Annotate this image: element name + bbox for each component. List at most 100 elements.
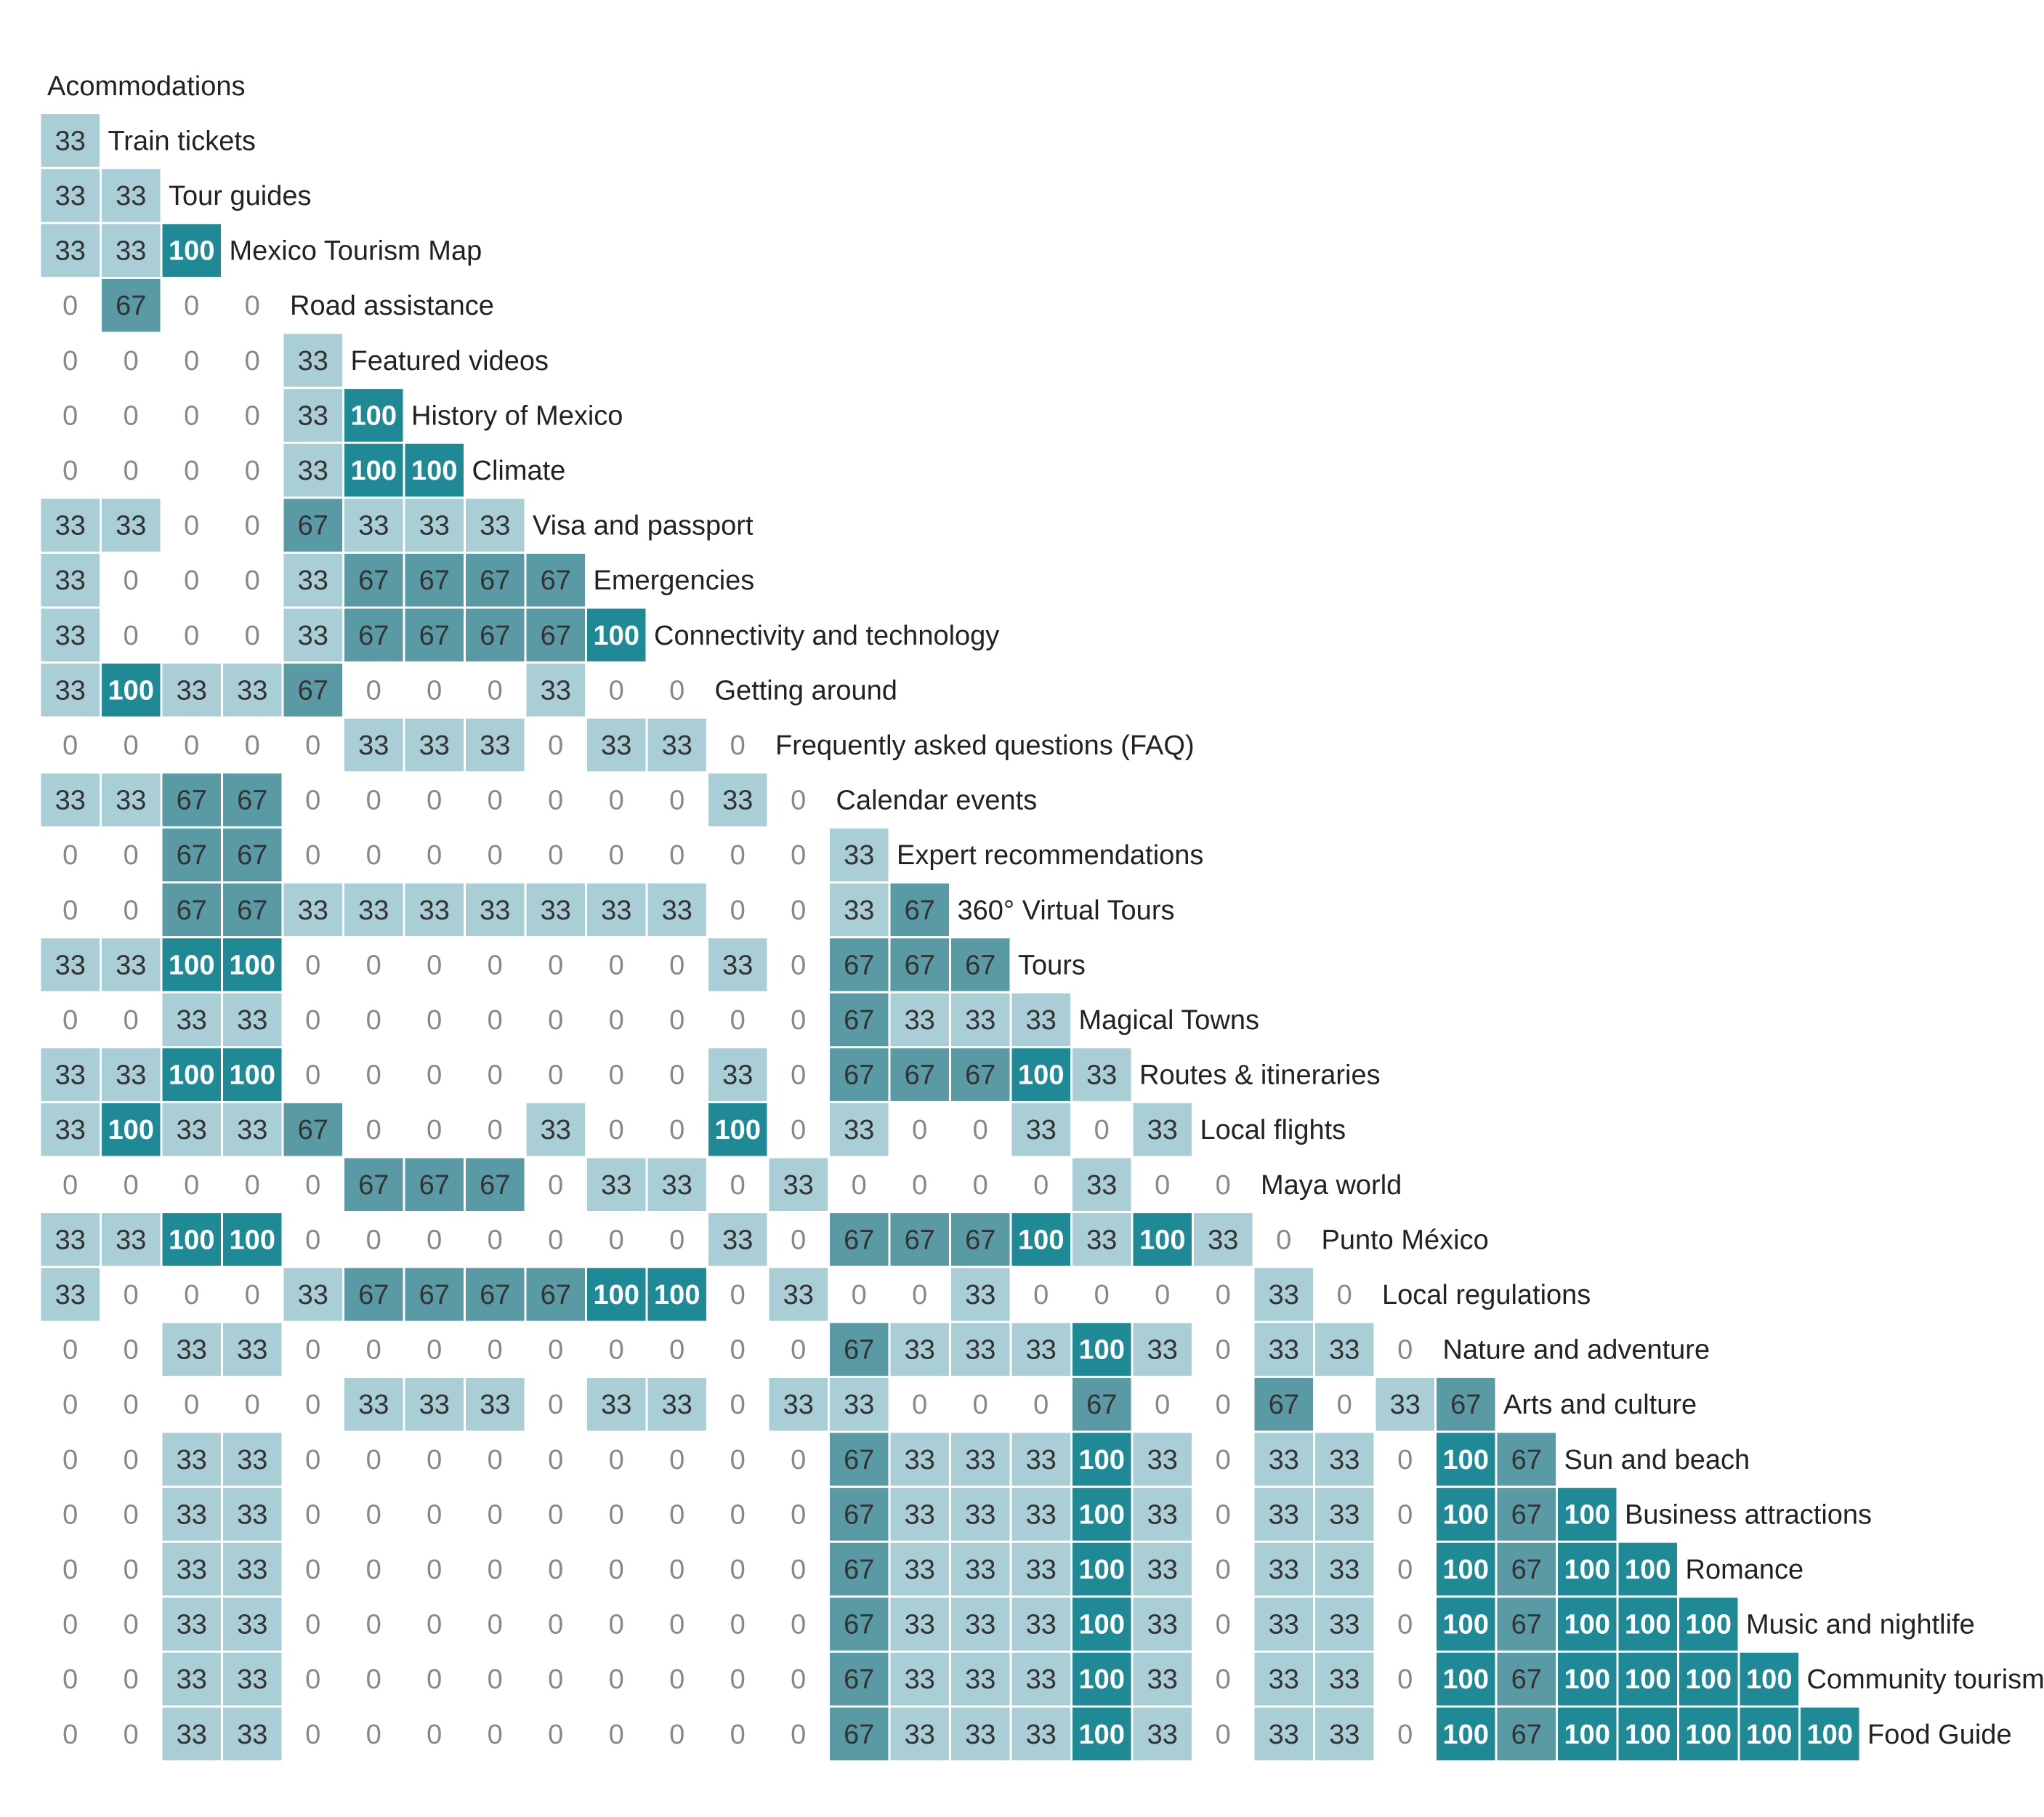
heatmap-cell-value: 0 [62, 1499, 78, 1530]
heatmap-cell-value: 67 [844, 1060, 874, 1091]
heatmap-cell [405, 1213, 464, 1266]
heatmap-cell-value: 0 [609, 1225, 624, 1255]
heatmap-cell [466, 1542, 525, 1596]
heatmap-cell-value: 33 [237, 675, 267, 706]
heatmap-cell [344, 718, 403, 772]
heatmap-cell [102, 938, 161, 991]
heatmap-cell-value: 0 [488, 1060, 503, 1091]
heatmap-cell [405, 664, 464, 717]
heatmap-cell-value: 0 [1276, 1225, 1291, 1255]
heatmap-cell [41, 334, 100, 387]
heatmap-cell-value: 33 [55, 565, 86, 596]
heatmap-cell [162, 608, 221, 662]
row-label: Road assistance [290, 291, 494, 321]
heatmap-cell-value: 100 [1018, 1225, 1064, 1255]
heatmap-cell-value: 67 [905, 1225, 935, 1255]
heatmap-cell-value: 33 [1147, 1499, 1178, 1530]
heatmap-cell [1618, 1598, 1677, 1651]
heatmap-cell-value: 0 [124, 621, 139, 651]
heatmap-cell [41, 1048, 100, 1101]
heatmap-cell [466, 1213, 525, 1266]
heatmap-cell-value: 33 [783, 1390, 814, 1420]
heatmap-cell-value: 67 [419, 621, 450, 651]
heatmap-cell-value: 0 [305, 1499, 320, 1530]
heatmap-cell-value: 33 [237, 1610, 267, 1640]
heatmap-cell-value: 100 [1686, 1610, 1732, 1640]
heatmap-cell [102, 334, 161, 387]
heatmap-cell-value: 0 [124, 1335, 139, 1366]
heatmap-cell [344, 828, 403, 882]
row-label: Train tickets [108, 126, 256, 156]
heatmap-cell [1011, 1707, 1070, 1761]
heatmap-cell-value: 0 [791, 1445, 806, 1475]
heatmap-cell-value: 33 [55, 1225, 86, 1255]
row-label: Tours [1018, 950, 1086, 980]
heatmap-cell [830, 1433, 889, 1486]
heatmap-cell [830, 1377, 889, 1431]
heatmap-cell [41, 1542, 100, 1596]
heatmap-cell-value: 0 [245, 346, 260, 376]
heatmap-cell-value: 0 [609, 1664, 624, 1695]
heatmap-cell [1437, 1433, 1495, 1486]
heatmap-cell-value: 33 [1147, 1555, 1178, 1585]
heatmap-cell [769, 1048, 828, 1101]
heatmap-cell-value: 33 [55, 950, 86, 980]
heatmap-cell [526, 718, 585, 772]
heatmap-cell [1073, 1433, 1131, 1486]
heatmap-cell [283, 993, 342, 1047]
heatmap-cell-value: 67 [177, 840, 207, 871]
heatmap-cell-value: 100 [1443, 1555, 1489, 1585]
heatmap-cell [162, 1488, 221, 1541]
heatmap-cell-value: 0 [427, 1555, 442, 1585]
heatmap-cell-value: 0 [184, 346, 199, 376]
heatmap-cell [102, 1323, 161, 1376]
heatmap-cell-value: 67 [844, 1555, 874, 1585]
heatmap-cell [1011, 993, 1070, 1047]
heatmap-cell [1011, 1542, 1070, 1596]
heatmap-cell [466, 773, 525, 826]
row-label: Calendar events [836, 786, 1038, 816]
heatmap-cell-value: 0 [669, 1005, 684, 1036]
heatmap-cell [1133, 1652, 1192, 1706]
heatmap-cell-value: 0 [427, 950, 442, 980]
heatmap-cell [1194, 1158, 1253, 1212]
heatmap-cell-value: 100 [169, 1225, 214, 1255]
heatmap-cell [951, 1707, 1010, 1761]
heatmap-cell-value: 33 [116, 181, 146, 211]
heatmap-cell [1254, 1652, 1313, 1706]
heatmap-cell-value: 0 [1397, 1499, 1413, 1530]
heatmap-cell [1376, 1598, 1434, 1651]
heatmap-cell [466, 1377, 525, 1431]
heatmap-cell-value: 0 [124, 1005, 139, 1036]
heatmap-cell [283, 1323, 342, 1376]
heatmap-cell-value: 0 [730, 1720, 746, 1750]
heatmap-cell [344, 1652, 403, 1706]
heatmap-cell [466, 1652, 525, 1706]
heatmap-cell [466, 608, 525, 662]
row-label: Expert recommendations [897, 840, 1203, 871]
heatmap-cell [41, 993, 100, 1047]
heatmap-cell [405, 1707, 464, 1761]
heatmap-cell-value: 100 [411, 456, 457, 486]
heatmap-cell [951, 938, 1010, 991]
heatmap-cell-value: 0 [245, 621, 260, 651]
heatmap-cell-value: 0 [184, 1170, 199, 1201]
heatmap-cell [647, 1103, 706, 1156]
heatmap-cell-value: 33 [965, 1720, 995, 1750]
heatmap-cell [405, 1323, 464, 1376]
heatmap-cell [708, 1323, 767, 1376]
heatmap-cell-value: 0 [124, 1499, 139, 1530]
heatmap-cell-value: 33 [905, 1005, 935, 1036]
heatmap-cell-value: 33 [844, 840, 874, 871]
heatmap-cell-value: 100 [108, 675, 154, 706]
heatmap-cell-value: 0 [1337, 1390, 1352, 1420]
row-label: Acommodations [47, 71, 245, 102]
heatmap-cell [587, 773, 646, 826]
heatmap-cell-value: 33 [965, 1499, 995, 1530]
heatmap-cell-value: 33 [1147, 1610, 1178, 1640]
heatmap-cell [951, 1488, 1010, 1541]
heatmap-cell-value: 67 [844, 1610, 874, 1640]
heatmap-cell-value: 33 [237, 1555, 267, 1585]
heatmap-cell-value: 33 [1269, 1445, 1299, 1475]
heatmap-cell-value: 100 [1686, 1720, 1732, 1750]
